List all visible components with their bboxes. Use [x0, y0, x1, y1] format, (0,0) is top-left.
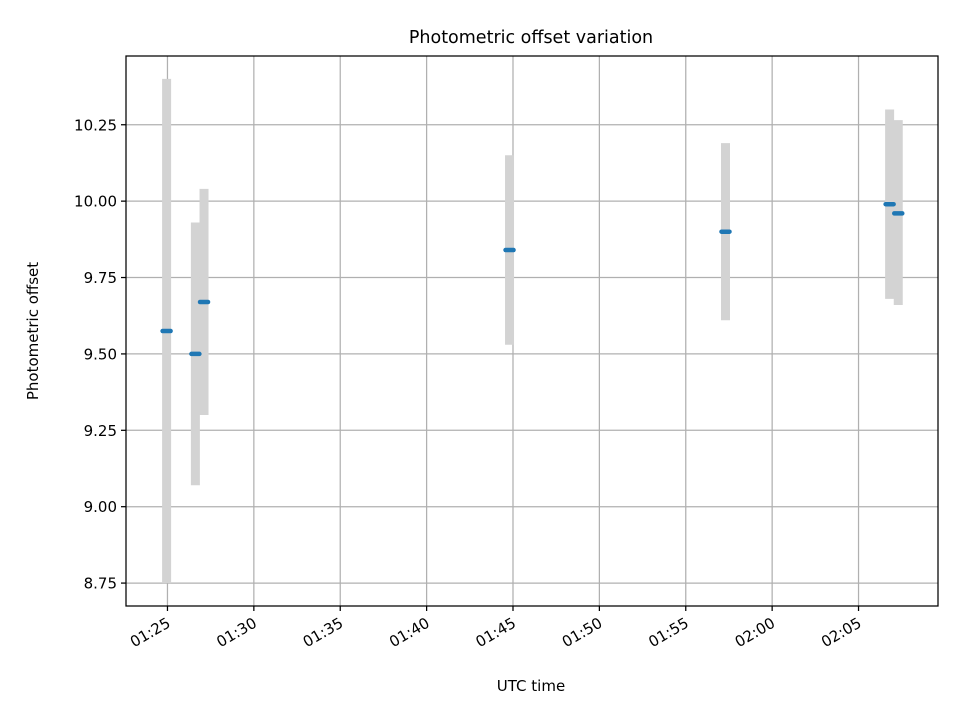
y-tick-label: 9.25 — [84, 422, 117, 440]
y-tick-label: 9.75 — [84, 269, 117, 287]
y-tick-label: 10.25 — [74, 116, 117, 134]
axis-ticks: 01:25 01:30 01:35 01:40 01:45 01:50 01:55 02:00… — [74, 116, 864, 651]
y-axis-label: Photometric offset — [24, 262, 42, 400]
y-tick-label: 9.50 — [84, 345, 117, 363]
y-tick-label: 10.00 — [74, 193, 117, 211]
chart-title: Photometric offset variation — [409, 28, 653, 48]
y-tick-label: 8.75 — [84, 575, 117, 593]
x-axis-label: UTC time — [497, 677, 565, 695]
data-points — [160, 201, 905, 357]
plot-frame — [125, 55, 939, 607]
y-tick-label: 9.00 — [84, 498, 117, 516]
